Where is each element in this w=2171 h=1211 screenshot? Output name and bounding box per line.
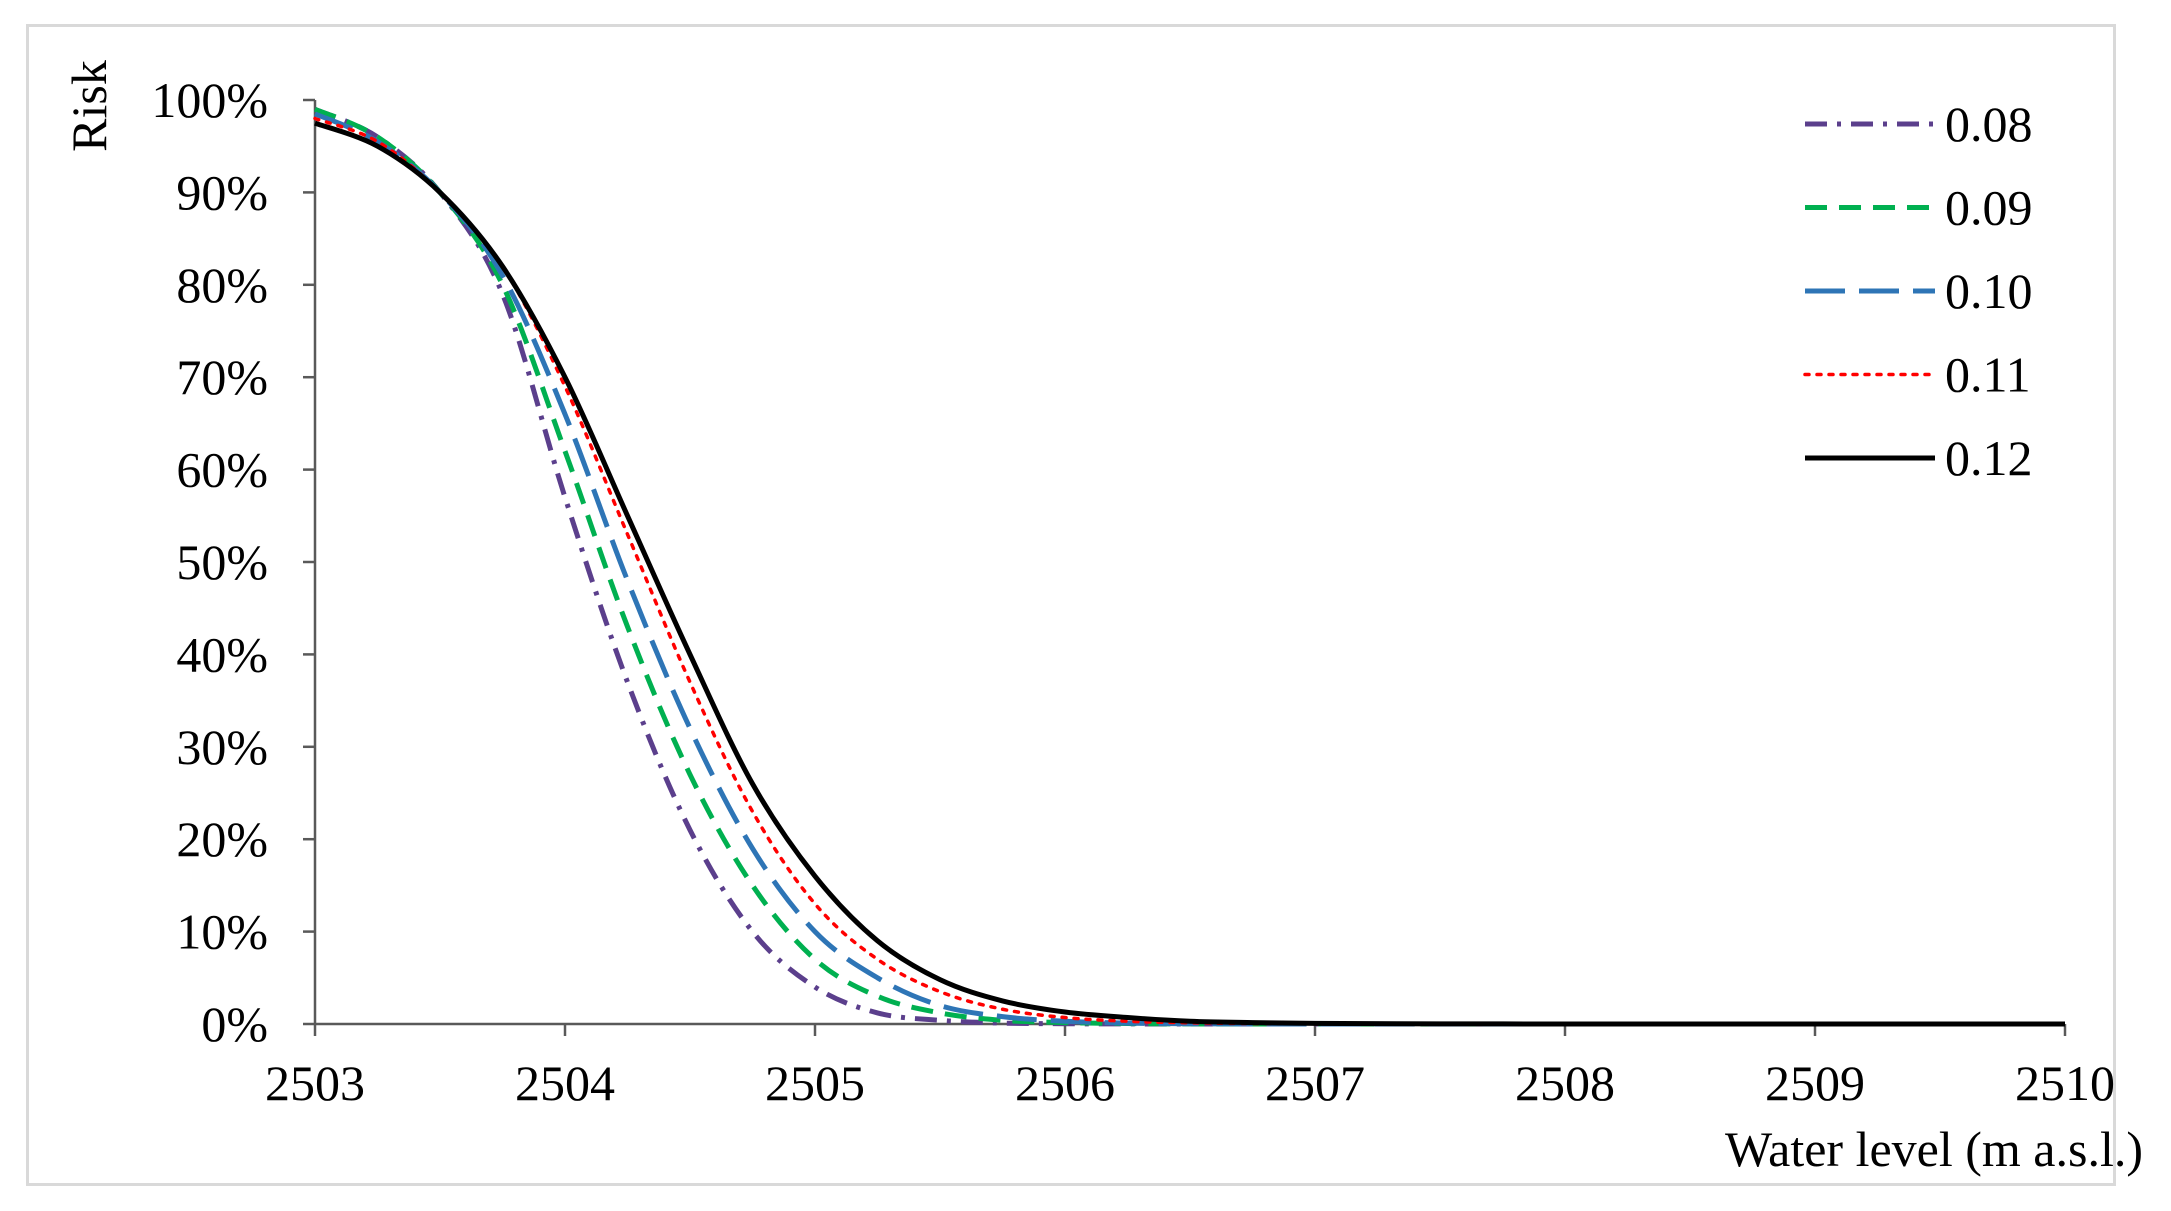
x-tick-label: 2508 <box>1515 1055 1615 1111</box>
series-line-0-12 <box>314 120 2065 1027</box>
y-tick-label: 30% <box>176 719 268 775</box>
series-line-0-10 <box>313 111 2065 1027</box>
legend-label: 0.09 <box>1945 180 2033 236</box>
y-axis-title: Risk <box>61 60 117 152</box>
y-tick-label: 90% <box>176 164 268 220</box>
axes <box>313 100 2065 1026</box>
y-tick-label: 0% <box>201 996 268 1052</box>
y-tick-label: 20% <box>176 811 268 867</box>
y-tick-label: 80% <box>176 257 268 313</box>
y-tick-label: 70% <box>176 349 268 405</box>
x-tick-label: 2505 <box>765 1055 865 1111</box>
series-line-0-09 <box>313 106 2065 1027</box>
legend-label: 0.08 <box>1945 96 2033 152</box>
x-axis-title: Water level (m a.s.l.) <box>1725 1121 2143 1177</box>
x-ticks: 2503 2504 2505 2506 2507 2508 2509 2510 <box>265 1024 2115 1111</box>
x-tick-label: 2509 <box>1765 1055 1865 1111</box>
x-tick-label: 2507 <box>1265 1055 1365 1111</box>
legend-label: 0.10 <box>1945 263 2033 319</box>
y-tick-label: 10% <box>176 904 268 960</box>
legend-label: 0.11 <box>1945 347 2031 403</box>
series-line-0-11 <box>313 116 2067 1026</box>
series-line-0-08 <box>313 106 2065 1027</box>
x-tick-label: 2506 <box>1015 1055 1115 1111</box>
y-tick-label: 60% <box>176 442 268 498</box>
x-tick-label: 2504 <box>515 1055 615 1111</box>
y-tick-label: 50% <box>176 534 268 590</box>
y-tick-label: 100% <box>151 72 268 128</box>
legend-label: 0.12 <box>1945 430 2033 486</box>
chart-frame <box>26 24 2116 1186</box>
legend: 0.08 0.09 0.10 0.11 0.12 <box>1803 96 2033 486</box>
y-tick-label: 40% <box>176 626 268 682</box>
y-ticks: 0% 10% 20% 30% 40% 50% 60% 70% 80% 90% 100% <box>151 72 315 1052</box>
x-tick-label: 2510 <box>2015 1055 2115 1111</box>
series-lines <box>313 106 2067 1027</box>
x-tick-label: 2503 <box>265 1055 365 1111</box>
